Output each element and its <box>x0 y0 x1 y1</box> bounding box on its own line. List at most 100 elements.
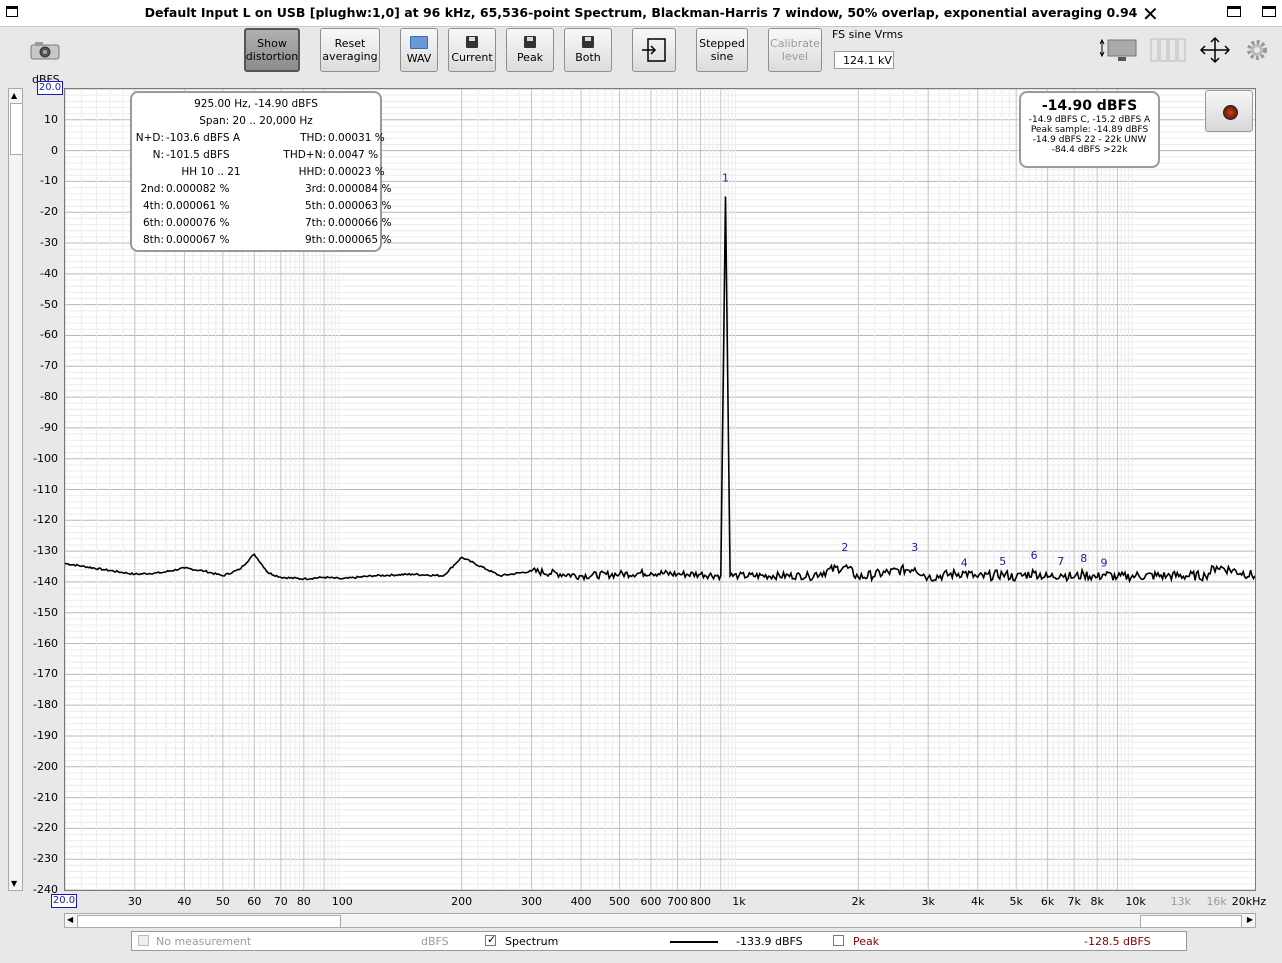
stepped-sine-button[interactable]: Stepped sine <box>696 28 748 72</box>
reset-averaging-button[interactable]: Reset averaging <box>320 28 380 72</box>
spectrum-trace <box>64 196 1256 584</box>
y-tick-label: -90 <box>40 420 58 434</box>
h-scroll-track-right[interactable] <box>1140 915 1242 928</box>
y-tick-label: -220 <box>33 821 58 835</box>
y-tick-label: -60 <box>40 328 58 342</box>
y-tick-label: -160 <box>33 636 58 650</box>
layout-icon[interactable] <box>1099 38 1138 62</box>
x-tick-label: 600 <box>640 895 662 908</box>
columns-icon[interactable] <box>1150 38 1186 62</box>
distortion-value: 0.000061 % <box>166 200 230 212</box>
level-main: -14.90 dBFS <box>1041 98 1138 114</box>
save-icon <box>582 36 594 48</box>
harmonic-marker: 5 <box>999 555 1006 568</box>
title-bar: Default Input L on USB [plughw:1,0] at 9… <box>0 0 1282 27</box>
x-tick-label: 50 <box>215 895 230 908</box>
vertical-scrollbar[interactable]: ▲ ▼ <box>8 88 23 891</box>
scroll-up-arrow[interactable]: ▲ <box>11 91 18 100</box>
wav-button[interactable]: WAV <box>400 28 438 72</box>
distortion-key: 9th: <box>305 234 326 246</box>
y-tick-label: -30 <box>40 236 58 250</box>
save-icon <box>466 36 478 48</box>
peak-value: -128.5 dBFS <box>1084 935 1151 948</box>
distortion-value: -101.5 dBFS <box>166 149 230 161</box>
distortion-value: 0.000065 % <box>328 234 392 246</box>
distortion-value: 0.000063 % <box>328 200 392 212</box>
y-tick-label: -200 <box>33 759 58 773</box>
scroll-thumb[interactable] <box>10 103 23 155</box>
level-weighted: -14.9 dBFS C, -15.2 dBFS A <box>1028 115 1151 125</box>
distortion-key: 3rd: <box>304 183 326 195</box>
distortion-key: 6th: <box>143 217 164 229</box>
distortion-value: 0.000084 % <box>328 183 392 195</box>
folder-icon <box>410 35 428 49</box>
distortion-key: HHD: <box>298 166 326 178</box>
horizontal-scrollbar[interactable]: ◀ ▶ <box>64 913 1256 928</box>
level-readout: -14.90 dBFS -14.9 dBFS C, -15.2 dBFS A P… <box>1019 91 1160 168</box>
x-tick-label: 80 <box>296 895 311 908</box>
export-button[interactable] <box>632 28 676 72</box>
x-tick-label: 800 <box>689 895 711 908</box>
x-tick-label: 40 <box>177 895 192 908</box>
span-readout: Span: 20 .. 20,000 Hz <box>199 115 313 127</box>
distortion-value: 0.00031 % <box>328 132 385 144</box>
save-icon <box>524 36 536 48</box>
y-tick-label: -150 <box>33 605 58 619</box>
scroll-down-arrow[interactable]: ▼ <box>11 879 18 888</box>
scroll-left-arrow[interactable]: ◀ <box>67 915 74 924</box>
fs-sine-label: FS sine Vrms <box>832 28 903 41</box>
x-tick-label: 60 <box>247 895 262 908</box>
x-tick-label: 400 <box>570 895 592 908</box>
record-button[interactable] <box>1205 90 1253 132</box>
show-distortion-button[interactable]: Show distortion <box>244 28 300 72</box>
level-above-22k: -84.4 dBFS >22k <box>1051 145 1128 155</box>
y-tick-label: -170 <box>33 667 58 681</box>
distortion-value: 0.0047 % <box>328 149 379 161</box>
distortion-value: 0.00023 % <box>328 166 385 178</box>
spectrum-chart: 1 2 3 4 5 6 7 8 9 <box>64 88 1256 891</box>
restore-window-icon[interactable] <box>1227 6 1241 17</box>
window-title: Default Input L on USB [plughw:1,0] at 9… <box>144 5 1138 20</box>
move-icon[interactable] <box>1198 36 1232 64</box>
y-tick-label: -50 <box>40 297 58 311</box>
app-window-icon <box>6 6 18 17</box>
no-measurement-checkbox[interactable] <box>138 935 149 946</box>
y-tick-label: 10 <box>44 112 58 126</box>
distortion-value: 0.000082 % <box>166 183 230 195</box>
spectrum-plot[interactable]: 1 2 3 4 5 6 7 8 9 <box>64 88 1256 891</box>
h-scroll-thumb[interactable] <box>77 915 341 928</box>
x-tick-label: 1k <box>732 895 746 908</box>
distortion-value: 0.000066 % <box>328 217 392 229</box>
distortion-key: 4th: <box>143 200 164 212</box>
x-tick-label: 20kHz <box>1231 895 1267 908</box>
close-icon[interactable]: ✕ <box>1142 2 1159 26</box>
y-tick-label: -100 <box>33 451 58 465</box>
save-both-button[interactable]: Both <box>564 28 612 72</box>
camera-icon[interactable] <box>30 42 60 60</box>
calibrate-level-button[interactable]: Calibrate level <box>768 28 822 72</box>
y-tick-label: -10 <box>40 174 58 188</box>
peak-checkbox[interactable] <box>833 935 844 946</box>
fs-sine-field[interactable]: 124.1 kV <box>834 51 894 69</box>
y-tick-label: -240 <box>33 883 58 896</box>
distortion-key: 8th: <box>143 234 164 246</box>
distortion-key: 7th: <box>305 217 326 229</box>
y-tick-label: -20 <box>40 205 58 219</box>
gear-icon[interactable] <box>1245 38 1269 62</box>
x-min-field[interactable]: 20.0 <box>51 894 77 908</box>
peak-label: Peak <box>853 935 880 948</box>
record-icon <box>1223 105 1238 120</box>
window-icon[interactable] <box>1262 6 1276 17</box>
x-tick-label: 30 <box>127 895 142 908</box>
x-tick-label: 3k <box>921 895 935 908</box>
save-peak-button[interactable]: Peak <box>506 28 554 72</box>
x-tick-label: 70 <box>273 895 288 908</box>
scroll-right-arrow[interactable]: ▶ <box>1246 915 1253 924</box>
y-tick-label: -120 <box>33 513 58 527</box>
y-tick-label: 0 <box>51 143 58 157</box>
save-current-button[interactable]: Current <box>448 28 496 72</box>
spectrum-checkbox[interactable]: ✓ <box>485 933 497 946</box>
y-max-field[interactable]: 20.0 <box>37 81 63 95</box>
harmonic-marker: 4 <box>961 557 968 570</box>
legend-bar: No measurement dBFS ✓ Spectrum -133.9 dB… <box>131 931 1187 951</box>
